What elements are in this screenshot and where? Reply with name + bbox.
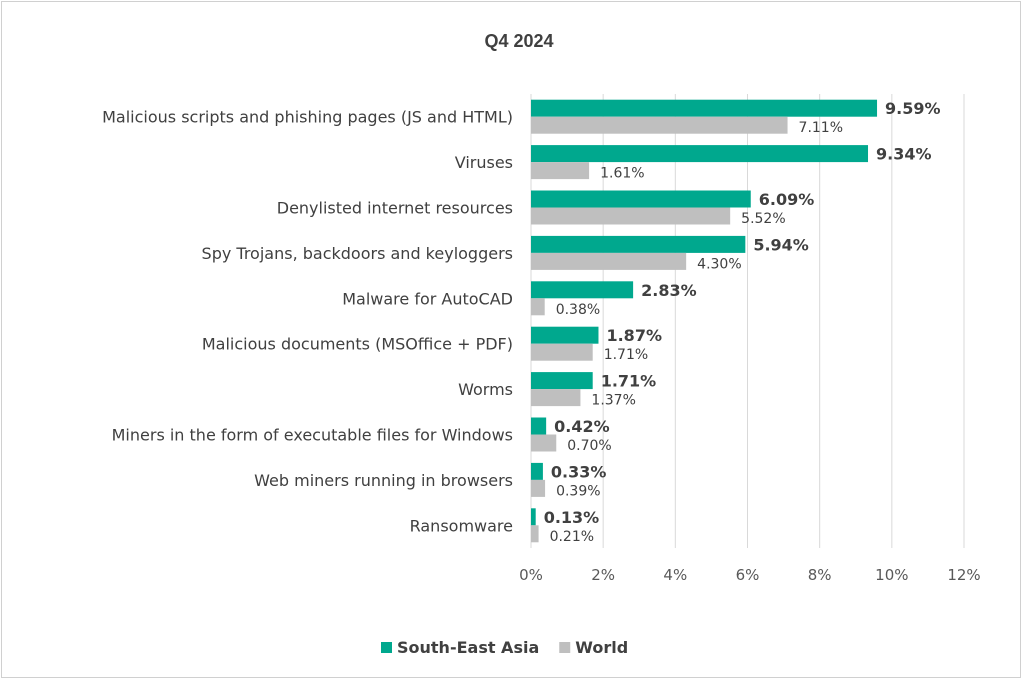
bar-world-spy-trojans-backdoors-and-keyloggers: [531, 252, 687, 270]
x-tick-label: 12%: [947, 566, 980, 584]
category-label-malicious-scripts-and-phishing-pages-js-and-html: Malicious scripts and phishing pages (JS…: [102, 108, 513, 127]
category-labels: Malicious scripts and phishing pages (JS…: [102, 108, 513, 536]
bar-world-malware-for-autocad: [531, 298, 545, 316]
data-label-world-worms: 1.37%: [591, 393, 635, 409]
x-tick-label: 2%: [591, 566, 615, 584]
bar-south-east-asia-miners-in-the-form-of-executable-files-for-windows: [531, 417, 547, 435]
data-label-world-malware-for-autocad: 0.38%: [556, 302, 600, 318]
data-label-south-east-asia-worms: 1.71%: [601, 372, 657, 391]
data-label-world-miners-in-the-form-of-executable-files-for-windows: 0.70%: [567, 438, 611, 454]
category-label-malware-for-autocad: Malware for AutoCAD: [342, 289, 513, 308]
data-label-south-east-asia-viruses: 9.34%: [876, 145, 932, 164]
data-label-world-ransomware: 0.21%: [550, 529, 594, 545]
data-label-south-east-asia-malicious-scripts-and-phishing-pages-js-and-html: 9.59%: [885, 99, 941, 118]
category-label-worms: Worms: [458, 380, 513, 399]
category-label-ransomware: Ransomware: [410, 516, 513, 535]
bar-south-east-asia-web-miners-running-in-browsers: [531, 462, 543, 480]
chart-title: Q4 2024: [484, 31, 553, 51]
category-label-miners-in-the-form-of-executable-files-for-windows: Miners in the form of executable files f…: [112, 426, 513, 445]
x-tick-label: 0%: [519, 566, 543, 584]
x-tick-label: 6%: [736, 566, 760, 584]
bar-world-miners-in-the-form-of-executable-files-for-windows: [531, 434, 557, 452]
legend-label-world: World: [575, 638, 628, 657]
data-label-south-east-asia-ransomware: 0.13%: [544, 508, 600, 527]
legend: South-East Asia World: [381, 638, 628, 657]
data-label-south-east-asia-miners-in-the-form-of-executable-files-for-windows: 0.42%: [554, 417, 610, 436]
x-tick-label: 8%: [808, 566, 832, 584]
data-label-world-viruses: 1.61%: [600, 166, 644, 182]
bar-south-east-asia-malicious-documents-msoffice-pdf: [531, 326, 599, 344]
data-label-world-malicious-documents-msoffice-pdf: 1.71%: [604, 347, 648, 363]
data-label-world-web-miners-running-in-browsers: 0.39%: [556, 483, 600, 499]
bar-south-east-asia-malware-for-autocad: [531, 281, 634, 299]
bar-world-worms: [531, 389, 581, 407]
bar-world-viruses: [531, 162, 590, 180]
data-label-world-malicious-scripts-and-phishing-pages-js-and-html: 7.11%: [799, 120, 843, 136]
x-tick-label: 4%: [663, 566, 687, 584]
data-label-world-spy-trojans-backdoors-and-keyloggers: 4.30%: [697, 256, 741, 272]
data-label-south-east-asia-spy-trojans-backdoors-and-keyloggers: 5.94%: [753, 235, 809, 254]
x-tick-label: 10%: [875, 566, 908, 584]
legend-swatch-world: [559, 642, 571, 653]
bar-world-ransomware: [531, 525, 539, 543]
legend-label-south-east-asia: South-East Asia: [397, 638, 539, 657]
bar-south-east-asia-ransomware: [531, 508, 536, 526]
bar-south-east-asia-denylisted-internet-resources: [531, 190, 751, 208]
category-label-malicious-documents-msoffice-pdf: Malicious documents (MSOffice + PDF): [202, 335, 513, 354]
bar-world-denylisted-internet-resources: [531, 207, 731, 225]
data-label-south-east-asia-web-miners-running-in-browsers: 0.33%: [551, 462, 607, 481]
bar-world-web-miners-running-in-browsers: [531, 479, 546, 497]
category-label-spy-trojans-backdoors-and-keyloggers: Spy Trojans, backdoors and keyloggers: [202, 244, 513, 263]
bar-south-east-asia-worms: [531, 372, 593, 390]
bar-world-malicious-documents-msoffice-pdf: [531, 343, 593, 361]
category-label-denylisted-internet-resources: Denylisted internet resources: [277, 199, 513, 218]
data-label-south-east-asia-denylisted-internet-resources: 6.09%: [759, 190, 815, 209]
data-label-world-denylisted-internet-resources: 5.52%: [741, 211, 785, 227]
bars: 9.59% 7.11% 9.34% 1.61% 6.09% 5.52% 5.94% 4.30%…: [531, 99, 941, 545]
legend-swatch-south-east-asia: [381, 642, 392, 653]
category-label-viruses: Viruses: [455, 153, 513, 172]
data-label-south-east-asia-malware-for-autocad: 2.83%: [641, 281, 697, 300]
category-label-web-miners-running-in-browsers: Web miners running in browsers: [254, 471, 513, 490]
x-axis-ticks: 0% 2% 4% 6% 8% 10% 12%: [519, 566, 981, 584]
bar-south-east-asia-viruses: [531, 145, 869, 163]
bar-south-east-asia-spy-trojans-backdoors-and-keyloggers: [531, 235, 746, 253]
bar-south-east-asia-malicious-scripts-and-phishing-pages-js-and-html: [531, 99, 878, 117]
bar-world-malicious-scripts-and-phishing-pages-js-and-html: [531, 116, 788, 134]
data-label-south-east-asia-malicious-documents-msoffice-pdf: 1.87%: [606, 326, 662, 345]
